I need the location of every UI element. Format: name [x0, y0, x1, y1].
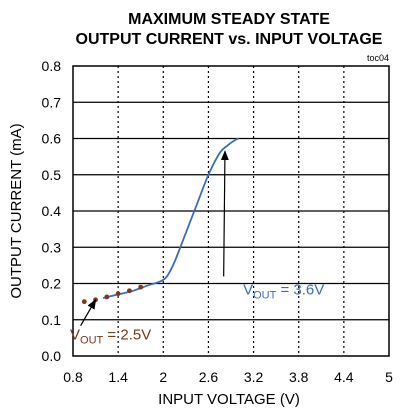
series-2p5v-point [138, 284, 144, 290]
chart-title-line2: OUTPUT CURRENT vs. INPUT VOLTAGE [76, 31, 383, 48]
y-tick-label: 0.8 [42, 58, 62, 74]
y-tick-label: 0.5 [42, 167, 62, 183]
series-3p6v-line [102, 137, 239, 299]
y-tick-label: 0.2 [42, 276, 62, 292]
annotation-label: VOUT = 2.5V [70, 327, 151, 347]
x-tick-label: 2.6 [199, 369, 219, 385]
chart-tag: toc04 [367, 53, 389, 63]
grid [73, 66, 389, 356]
x-tick-label: 0.8 [63, 369, 83, 385]
series-2p5v-point [104, 294, 110, 300]
y-tick-label: 0.7 [42, 94, 62, 110]
y-axis-title: OUTPUT CURRENT (mA) [8, 123, 25, 298]
series-2p5v-point [115, 291, 121, 297]
x-axis-title: INPUT VOLTAGE (V) [158, 391, 300, 408]
x-tick-label: 3.8 [289, 369, 309, 385]
series-layer [81, 137, 239, 305]
annotation-label: VOUT = 3.6V [243, 281, 324, 301]
y-tick-label: 0.6 [42, 131, 62, 147]
x-tick-label: 1.4 [108, 369, 128, 385]
x-tick-label: 5 [385, 369, 393, 385]
y-tick-label: 0.0 [42, 348, 62, 364]
x-tick-label: 2 [159, 369, 167, 385]
annotation-arrow [220, 150, 229, 277]
y-tick-label: 0.1 [42, 312, 62, 328]
series-2p5v-point [81, 299, 87, 305]
annotations: VOUT = 3.6V VOUT = 2.5V [70, 150, 324, 347]
annotation-arrow [80, 298, 97, 326]
y-tick-label: 0.3 [42, 239, 62, 255]
x-tick-labels: 0.8 1.4 2 2.6 3.2 3.8 4.4 5 [63, 369, 393, 385]
chart-title-line1: MAXIMUM STEADY STATE [128, 11, 330, 28]
plot-frame [72, 65, 390, 357]
y-tick-label: 0.4 [42, 203, 62, 219]
x-tick-label: 3.2 [244, 369, 264, 385]
y-tick-labels: 0.0 0.1 0.2 0.3 0.4 0.5 0.6 0.7 0.8 [42, 58, 62, 364]
x-tick-label: 4.4 [334, 369, 354, 385]
series-2p5v-point [127, 288, 132, 294]
